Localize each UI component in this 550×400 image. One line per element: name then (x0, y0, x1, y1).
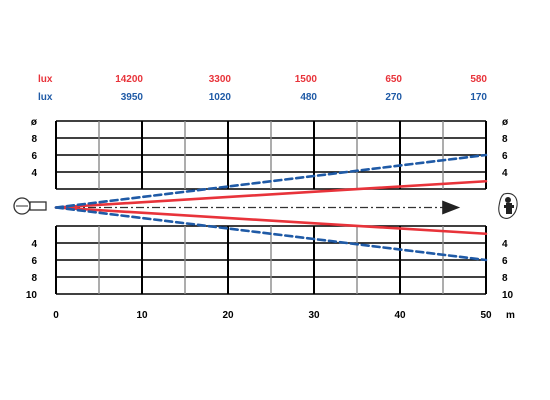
lux-value: 170 (470, 92, 487, 103)
y-tick-label-left: 6 (31, 151, 37, 162)
beam-lines (54, 153, 488, 262)
person-icon (498, 192, 518, 219)
y-tick-label-right: 4 (502, 168, 508, 179)
lux-value: 3950 (121, 92, 144, 103)
lux-value: 1500 (295, 74, 318, 85)
x-unit-label: m (506, 310, 515, 321)
y-tick-label-right: 10 (502, 290, 514, 301)
y-tick-label-right: 4 (502, 239, 508, 250)
y-tick-label-left: 8 (31, 134, 37, 145)
lux-value: 650 (385, 74, 402, 85)
lux-value: 1020 (209, 92, 232, 103)
beam-1-lower-line (54, 206, 488, 262)
x-tick-label: 10 (136, 310, 148, 321)
lux-value: 580 (470, 74, 487, 85)
lux-row-label: lux (38, 92, 53, 103)
y-tick-label-right: 8 (502, 134, 508, 145)
y-tick-label-right: ø (502, 117, 509, 128)
grid (55, 120, 487, 295)
x-tick-label: 50 (480, 310, 492, 321)
beam-0-lower-line (54, 206, 488, 236)
y-tick-label-left: 4 (31, 168, 37, 179)
beam-1-upper-line (54, 153, 488, 209)
center-arrow-icon (442, 200, 461, 215)
y-tick-label-left: 6 (31, 256, 37, 267)
y-tick-label-right: 6 (502, 151, 508, 162)
lux-row-label: lux (38, 74, 53, 85)
lux-value: 270 (385, 92, 402, 103)
light-source-icon (13, 197, 47, 215)
x-tick-label: 20 (222, 310, 234, 321)
y-tick-label-left: ø (31, 117, 38, 128)
y-tick-label-left: 8 (31, 273, 37, 284)
y-tick-label-left: 4 (31, 239, 37, 250)
y-tick-label-right: 6 (502, 256, 508, 267)
beam-0-upper-line (54, 179, 488, 209)
icons (13, 192, 518, 219)
lux-value: 3300 (209, 74, 232, 85)
y-tick-label-left: 10 (26, 290, 38, 301)
lux-value: 480 (300, 92, 317, 103)
y-tick-label-right: 8 (502, 273, 508, 284)
lux-value: 14200 (115, 74, 143, 85)
x-tick-label: 0 (53, 310, 59, 321)
x-tick-label: 40 (394, 310, 406, 321)
x-tick-label: 30 (308, 310, 320, 321)
